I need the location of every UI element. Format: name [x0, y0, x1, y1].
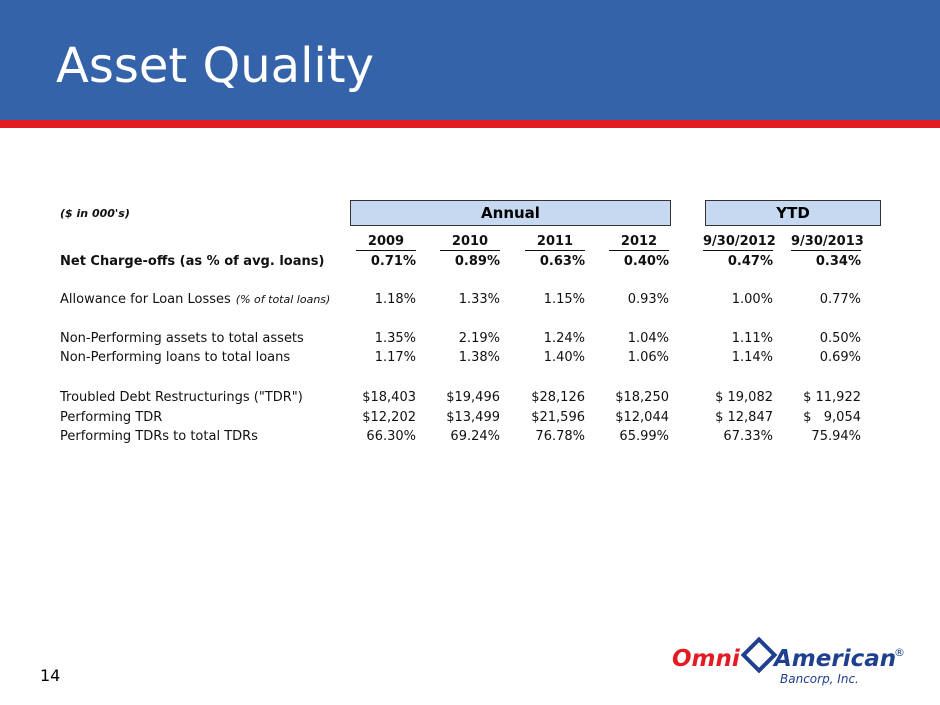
logo-text: American	[774, 646, 897, 672]
cell-value: 0.89%	[454, 254, 500, 269]
cell-value: $21,596	[531, 410, 585, 425]
cell-value: 1.18%	[374, 292, 416, 307]
cell-value: 1.35%	[374, 331, 416, 346]
row-label-note: (% of total loans)	[235, 293, 331, 306]
column-header: 2011	[525, 234, 585, 251]
row-label: Performing TDR	[60, 410, 163, 425]
group-header: YTD	[705, 200, 881, 226]
logo: Omni American ® Bancorp, Inc.	[672, 636, 907, 690]
cell-value: 65.99%	[619, 429, 669, 444]
logo-registered: ®	[894, 646, 905, 659]
cell-value: 75.94%	[811, 429, 861, 444]
cell-value: $ 9,054	[803, 410, 861, 425]
page-number: 14	[40, 666, 61, 685]
cell-value: $18,250	[615, 390, 669, 405]
cell-value: 1.24%	[543, 331, 585, 346]
cell-value: 1.00%	[731, 292, 773, 307]
logo-subtext: Bancorp, Inc.	[780, 672, 859, 686]
row-label: Performing TDRs to total TDRs	[60, 429, 258, 444]
column-header: 2009	[356, 234, 416, 251]
logo-mark	[740, 636, 778, 674]
logo-text: Omni	[672, 646, 740, 672]
cell-value: 0.50%	[819, 331, 861, 346]
cell-value: 66.30%	[366, 429, 416, 444]
cell-value: 1.04%	[627, 331, 669, 346]
column-header: 2012	[609, 234, 669, 251]
cell-value: 0.47%	[727, 254, 773, 269]
cell-value: $ 11,922	[803, 390, 861, 405]
cell-value: 0.34%	[815, 254, 861, 269]
cell-value: 1.17%	[374, 350, 416, 365]
cell-value: 1.14%	[731, 350, 773, 365]
cell-value: $28,126	[531, 390, 585, 405]
cell-value: 0.93%	[627, 292, 669, 307]
cell-value: 0.71%	[370, 254, 416, 269]
cell-value: 1.11%	[731, 331, 773, 346]
column-header: 9/30/2012	[703, 234, 776, 251]
table-note: ($ in 000's)	[60, 207, 130, 220]
cell-value: 1.15%	[543, 292, 585, 307]
cell-value: 69.24%	[450, 429, 500, 444]
row-label: Non-Performing loans to total loans	[60, 350, 291, 365]
row-label: Net Charge-offs (as % of avg. loans)	[60, 254, 325, 269]
cell-value: $ 12,847	[715, 410, 773, 425]
cell-value: 76.78%	[535, 429, 585, 444]
cell-value: 0.40%	[623, 254, 669, 269]
cell-value: 1.38%	[458, 350, 500, 365]
column-header: 2010	[440, 234, 500, 251]
row-label: Troubled Debt Restructurings ("TDR")	[60, 390, 303, 405]
group-header: Annual	[350, 200, 671, 226]
cell-value: $19,496	[446, 390, 500, 405]
cell-value: 1.06%	[627, 350, 669, 365]
row-label: Allowance for Loan Losses (% of total loa…	[60, 292, 331, 307]
cell-value: 1.40%	[543, 350, 585, 365]
cell-value: 67.33%	[723, 429, 773, 444]
column-header: 9/30/2013	[791, 234, 864, 251]
cell-value: $13,499	[446, 410, 500, 425]
cell-value: $12,202	[362, 410, 416, 425]
cell-value: $12,044	[615, 410, 669, 425]
cell-value: 1.33%	[458, 292, 500, 307]
cell-value: $18,403	[362, 390, 416, 405]
cell-value: $ 19,082	[715, 390, 773, 405]
title: Asset Quality	[56, 38, 374, 94]
header-band	[0, 0, 940, 120]
row-label: Non-Performing assets to total assets	[60, 331, 304, 346]
cell-value: 2.19%	[458, 331, 500, 346]
cell-value: 0.63%	[539, 254, 585, 269]
header-rule	[0, 120, 940, 128]
cell-value: 0.69%	[819, 350, 861, 365]
cell-value: 0.77%	[819, 292, 861, 307]
